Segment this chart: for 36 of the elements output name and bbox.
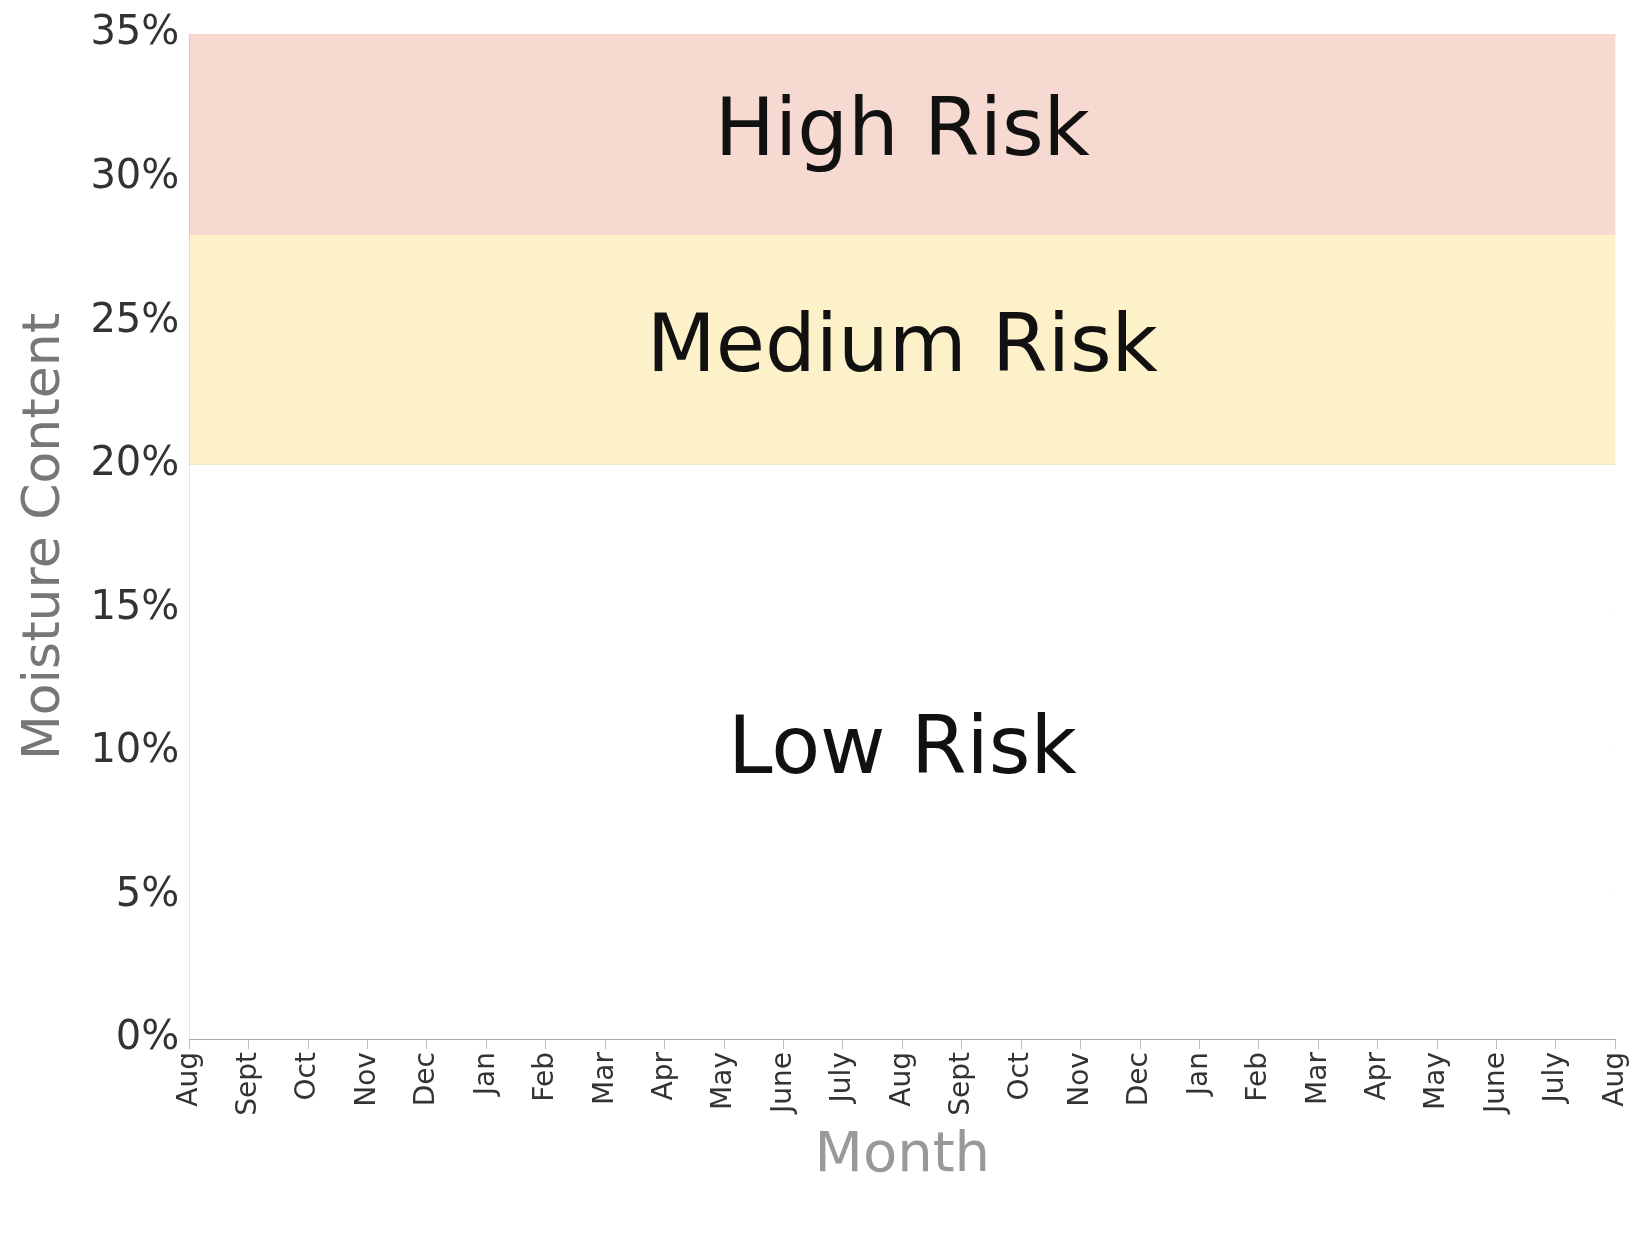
x-tick-label: Apr [1359, 1051, 1392, 1101]
x-tick-label: Mar [1299, 1051, 1333, 1105]
x-tick-label: Apr [645, 1051, 679, 1101]
y-tick-label: 15% [90, 581, 180, 628]
x-tick-label: Dec [408, 1052, 442, 1107]
x-tick-label: Sept [230, 1052, 264, 1116]
x-tick-label: May [705, 1052, 739, 1110]
y-tick-label: 20% [90, 438, 180, 485]
x-tick-label: July [824, 1052, 858, 1105]
y-tick-label: 10% [90, 725, 180, 772]
x-tick-label: Sept [943, 1052, 977, 1116]
x-tick-label: Jan [467, 1052, 501, 1098]
x-tick-label: Jan [1180, 1052, 1214, 1098]
x-tick-label: Oct [289, 1052, 323, 1101]
x-tick-label: May [1418, 1052, 1452, 1110]
x-tick-label: June [1477, 1052, 1511, 1116]
x-tick-label: June [764, 1052, 798, 1116]
x-tick-label: Feb [1240, 1052, 1274, 1102]
x-tick-label: Dec [1121, 1052, 1155, 1107]
x-tick-label: Feb [527, 1052, 561, 1102]
x-tick-label: Aug [1596, 1052, 1630, 1107]
band-label: Medium Risk [646, 296, 1159, 390]
band-label: Low Risk [727, 698, 1078, 792]
y-tick-label: 35% [90, 7, 180, 54]
x-tick-label: Nov [1061, 1052, 1095, 1107]
y-axis-title: Moisture Content [10, 312, 71, 761]
y-tick-label: 5% [115, 868, 180, 915]
x-tick-label: July [1537, 1052, 1571, 1105]
x-tick-label: Mar [586, 1051, 620, 1105]
x-tick-label: Oct [1002, 1052, 1036, 1101]
y-tick-label: 30% [90, 150, 180, 197]
band-label: High Risk [714, 81, 1091, 175]
x-tick-label: Nov [348, 1052, 382, 1107]
x-axis-title: Month [814, 1118, 991, 1184]
y-tick-label: 25% [90, 294, 180, 341]
x-tick-label: Aug [883, 1052, 917, 1107]
